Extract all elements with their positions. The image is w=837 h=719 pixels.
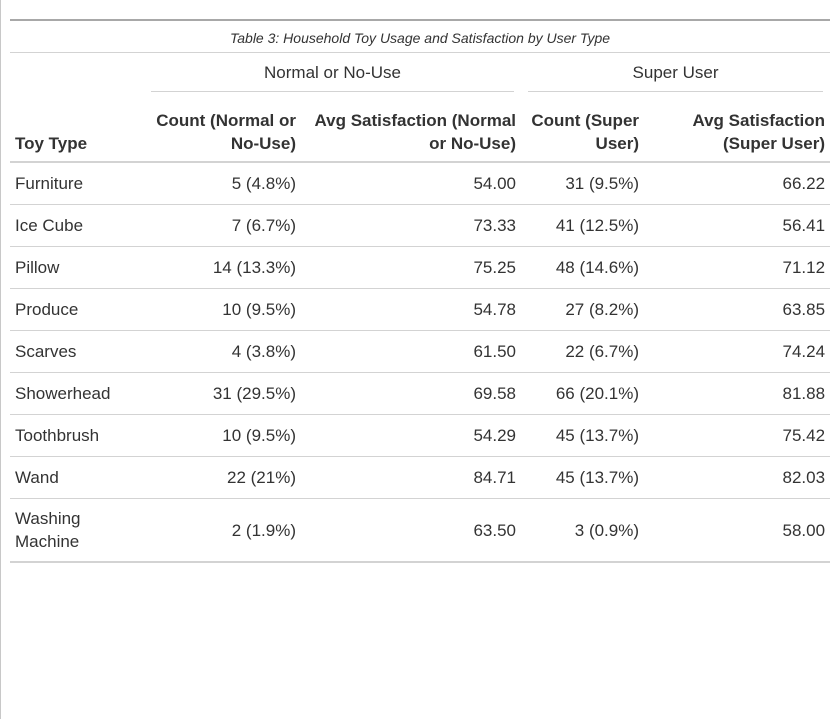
cell-avg-satisfaction-super: 63.85 <box>644 288 831 331</box>
cell-toy-type: Furniture <box>10 162 144 205</box>
spanner-normal-or-no-use: Normal or No-Use <box>144 53 521 96</box>
toy-usage-table: Table 3: Household Toy Usage and Satisfa… <box>10 19 831 563</box>
table-body: Furniture 5 (4.8%) 54.00 31 (9.5%) 66.22… <box>10 162 831 563</box>
cell-count-super: 45 (13.7%) <box>521 414 645 457</box>
cell-toy-type: Ice Cube <box>10 204 144 247</box>
cell-avg-satisfaction-normal: 61.50 <box>301 330 522 373</box>
cell-count-normal: 10 (9.5%) <box>144 288 301 331</box>
cell-count-super: 27 (8.2%) <box>521 288 645 331</box>
cell-count-super: 31 (9.5%) <box>521 162 645 205</box>
table-row: Produce 10 (9.5%) 54.78 27 (8.2%) 63.85 <box>10 288 831 331</box>
cell-count-normal: 4 (3.8%) <box>144 330 301 373</box>
cell-avg-satisfaction-normal: 54.78 <box>301 288 522 331</box>
table-row: Wand 22 (21%) 84.71 45 (13.7%) 82.03 <box>10 456 831 499</box>
cell-count-normal: 2 (1.9%) <box>144 498 301 563</box>
table-row: Washing Machine 2 (1.9%) 63.50 3 (0.9%) … <box>10 498 831 563</box>
cell-avg-satisfaction-normal: 69.58 <box>301 372 522 415</box>
cell-count-normal: 10 (9.5%) <box>144 414 301 457</box>
table-row: Showerhead 31 (29.5%) 69.58 66 (20.1%) 8… <box>10 372 831 415</box>
column-header-avg-satisfaction-normal: Avg Satisfaction (Normal or No-Use) <box>301 96 522 163</box>
cell-avg-satisfaction-super: 75.42 <box>644 414 831 457</box>
cell-avg-satisfaction-normal: 63.50 <box>301 498 522 563</box>
cell-count-normal: 7 (6.7%) <box>144 204 301 247</box>
table-container: Table 3: Household Toy Usage and Satisfa… <box>10 19 831 563</box>
cell-count-super: 41 (12.5%) <box>521 204 645 247</box>
column-header-toy-type: Toy Type <box>10 96 144 163</box>
table-row: Ice Cube 7 (6.7%) 73.33 41 (12.5%) 56.41 <box>10 204 831 247</box>
spanner-label: Super User <box>528 63 824 92</box>
cell-count-super: 48 (14.6%) <box>521 246 645 289</box>
cell-avg-satisfaction-super: 82.03 <box>644 456 831 499</box>
cell-count-super: 45 (13.7%) <box>521 456 645 499</box>
table-row: Toothbrush 10 (9.5%) 54.29 45 (13.7%) 75… <box>10 414 831 457</box>
cell-toy-type: Wand <box>10 456 144 499</box>
cell-toy-type: Toothbrush <box>10 414 144 457</box>
cell-count-super: 22 (6.7%) <box>521 330 645 373</box>
cell-count-normal: 31 (29.5%) <box>144 372 301 415</box>
cell-count-normal: 14 (13.3%) <box>144 246 301 289</box>
cell-avg-satisfaction-super: 74.24 <box>644 330 831 373</box>
cell-avg-satisfaction-super: 66.22 <box>644 162 831 205</box>
cell-avg-satisfaction-super: 56.41 <box>644 204 831 247</box>
cell-avg-satisfaction-super: 58.00 <box>644 498 831 563</box>
cell-count-normal: 5 (4.8%) <box>144 162 301 205</box>
column-header-avg-satisfaction-super: Avg Satisfaction (Super User) <box>644 96 831 163</box>
spanner-label: Normal or No-Use <box>151 63 515 92</box>
table-row: Furniture 5 (4.8%) 54.00 31 (9.5%) 66.22 <box>10 162 831 205</box>
column-header-row: Toy Type Count (Normal or No-Use) Avg Sa… <box>10 96 831 163</box>
column-header-count-normal: Count (Normal or No-Use) <box>144 96 301 163</box>
spanner-empty <box>10 53 144 96</box>
table-row: Pillow 14 (13.3%) 75.25 48 (14.6%) 71.12 <box>10 246 831 289</box>
column-header-count-super: Count (Super User) <box>521 96 645 163</box>
cell-avg-satisfaction-super: 81.88 <box>644 372 831 415</box>
cell-avg-satisfaction-super: 71.12 <box>644 246 831 289</box>
cell-count-normal: 22 (21%) <box>144 456 301 499</box>
cell-toy-type: Washing Machine <box>10 498 144 563</box>
cell-count-super: 66 (20.1%) <box>521 372 645 415</box>
cell-count-super: 3 (0.9%) <box>521 498 645 563</box>
cell-avg-satisfaction-normal: 54.29 <box>301 414 522 457</box>
cell-avg-satisfaction-normal: 73.33 <box>301 204 522 247</box>
cell-toy-type: Scarves <box>10 330 144 373</box>
table-row: Scarves 4 (3.8%) 61.50 22 (6.7%) 74.24 <box>10 330 831 373</box>
table-caption: Table 3: Household Toy Usage and Satisfa… <box>10 19 831 53</box>
cell-toy-type: Pillow <box>10 246 144 289</box>
cell-avg-satisfaction-normal: 75.25 <box>301 246 522 289</box>
cell-toy-type: Produce <box>10 288 144 331</box>
cell-avg-satisfaction-normal: 84.71 <box>301 456 522 499</box>
cell-avg-satisfaction-normal: 54.00 <box>301 162 522 205</box>
spanner-super-user: Super User <box>521 53 830 96</box>
cell-toy-type: Showerhead <box>10 372 144 415</box>
panel-left-border <box>0 0 1 719</box>
spanner-row: Normal or No-Use Super User <box>10 53 830 96</box>
